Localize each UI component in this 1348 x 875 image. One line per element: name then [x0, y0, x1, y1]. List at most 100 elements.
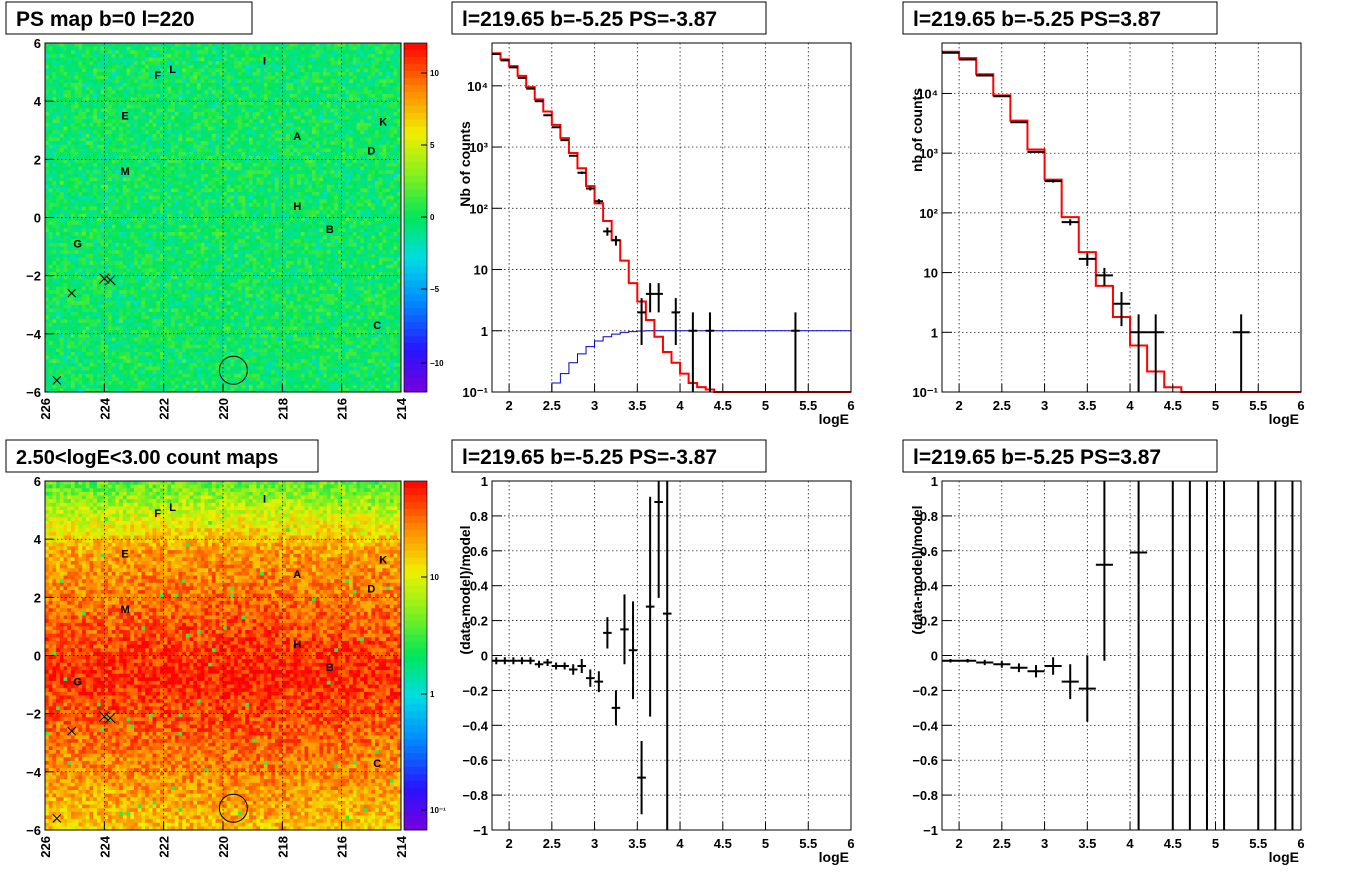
cross-marker — [67, 726, 77, 736]
data-point — [637, 298, 646, 345]
x-axis-label: logE — [819, 411, 849, 427]
spectrum-positive-title-box — [902, 1, 1218, 35]
x-axis-label: logE — [819, 849, 849, 865]
cross-marker — [52, 814, 62, 823]
x-tick-label: 2 — [505, 836, 512, 851]
x-tick-label: 3.5 — [628, 398, 646, 413]
data-point — [543, 114, 552, 117]
residual-point — [577, 658, 587, 673]
y-tick-label: 0.6 — [920, 544, 938, 559]
y-axis-label: Nb of counts — [457, 121, 473, 207]
data-point — [1044, 179, 1062, 183]
x-tick-label: 3 — [591, 398, 598, 413]
y-tick-label: 0.8 — [470, 509, 488, 524]
x-tick-label: 2.5 — [543, 836, 561, 851]
x-tick-label: 3.5 — [1078, 836, 1096, 851]
count-map-title: 2.50<logE<3.00 count maps — [16, 447, 278, 469]
x-tick-label: 2.5 — [543, 398, 561, 413]
spectrum-positive-title: l=219.65 b=-5.25 PS=3.87 — [913, 8, 1161, 31]
y-tick-label: 10 — [924, 266, 938, 281]
y-tick-label: 0.8 — [920, 509, 938, 524]
data-point — [1010, 121, 1028, 124]
source-label: I — [263, 493, 266, 505]
data-point — [705, 312, 715, 392]
y-tick-label: −0.4 — [912, 718, 938, 733]
x-tick-label: 224 — [97, 397, 112, 419]
y-tick-label: −0.4 — [462, 718, 488, 733]
x-tick-label: 4.5 — [1164, 836, 1182, 851]
source-label: G — [73, 677, 82, 689]
data-points — [492, 53, 800, 392]
x-tick-label: 5 — [1212, 836, 1219, 851]
y-tick-label: −6 — [26, 823, 41, 838]
x-tick-label: 2.5 — [993, 836, 1011, 851]
y-tick-label: 0 — [931, 649, 938, 664]
residual-point — [568, 664, 578, 675]
x-tick-label: 2.5 — [993, 398, 1011, 413]
x-tick-label: 5.5 — [799, 836, 817, 851]
x-tick-label: 5.5 — [1249, 398, 1267, 413]
y-tick-label: 1 — [481, 474, 488, 489]
colorbar-tick-label: 5 — [430, 141, 435, 150]
x-tick-label: 218 — [275, 398, 290, 420]
cross-marker — [104, 712, 116, 724]
x-tick-label: 6 — [1297, 398, 1304, 413]
data-point — [1078, 253, 1096, 267]
residual-point — [611, 690, 621, 726]
source-label: E — [121, 549, 128, 561]
y-tick-label: 10³ — [919, 146, 938, 161]
data-point — [993, 95, 1011, 98]
source-label: F — [154, 508, 161, 520]
y-tick-label: −0.2 — [912, 683, 938, 698]
residual-point — [526, 657, 535, 665]
x-tick-label: 6 — [847, 398, 854, 413]
x-tick-label: 6 — [847, 836, 854, 851]
colorbar-tick-label: 0 — [430, 213, 435, 222]
residual-point — [620, 594, 629, 665]
y-axis-label: nb of counts — [909, 88, 925, 172]
y-tick-label: 0.4 — [920, 579, 939, 594]
ps-map-colorbar — [403, 42, 428, 393]
residual-point — [509, 657, 518, 665]
data-point — [568, 154, 578, 157]
y-tick-label: 0.6 — [470, 544, 488, 559]
cross-marker — [67, 288, 77, 298]
y-tick-label: 0 — [34, 211, 41, 226]
y-tick-label: 0.4 — [470, 579, 489, 594]
residual-point — [1061, 664, 1079, 700]
y-tick-label: 10⁻¹ — [912, 385, 938, 400]
y-tick-label: −0.8 — [912, 788, 938, 803]
residual-point — [1078, 655, 1096, 722]
x-tick-label: 216 — [335, 398, 350, 420]
ps-map-markers — [52, 273, 248, 385]
data-point — [526, 87, 535, 90]
x-tick-label: 3.5 — [628, 836, 646, 851]
cross-marker — [52, 376, 62, 385]
y-tick-label: 4 — [34, 94, 42, 109]
x-tick-label: 5 — [762, 398, 769, 413]
ps-position-circle — [218, 355, 248, 385]
y-axis-label: (data-model)/model — [909, 505, 925, 634]
x-tick-label: 4 — [1126, 398, 1134, 413]
cross-marker — [98, 711, 110, 722]
x-tick-label: 216 — [335, 836, 350, 858]
data-point — [671, 298, 681, 345]
residuals-negative-title: l=219.65 b=-5.25 PS=-3.87 — [462, 446, 717, 469]
cross-marker — [98, 273, 110, 284]
y-tick-label: 0 — [481, 649, 488, 664]
source-label: H — [293, 639, 301, 651]
y-tick-label: −0.2 — [462, 683, 488, 698]
x-axis-label: logE — [1269, 849, 1299, 865]
y-tick-label: 10² — [469, 201, 488, 216]
residuals-negative-panel: 2 2.5 3 3.5 4 4.5 5 5.5 6 −1 −0.8 −0.6 −0.4 −0.2 0 0.2 0… — [451, 439, 855, 865]
y-tick-label: 1 — [931, 474, 938, 489]
residual-point — [534, 660, 544, 668]
x-tick-label: 2 — [955, 398, 962, 413]
y-tick-label: 4 — [34, 532, 42, 547]
y-tick-label: −6 — [26, 385, 41, 400]
x-tick-label: 226 — [38, 398, 53, 420]
cross-marker — [104, 274, 116, 286]
y-tick-label: −2 — [26, 707, 41, 722]
source-label: A — [293, 131, 301, 143]
colorbar-tick-label: 1 — [430, 690, 435, 699]
